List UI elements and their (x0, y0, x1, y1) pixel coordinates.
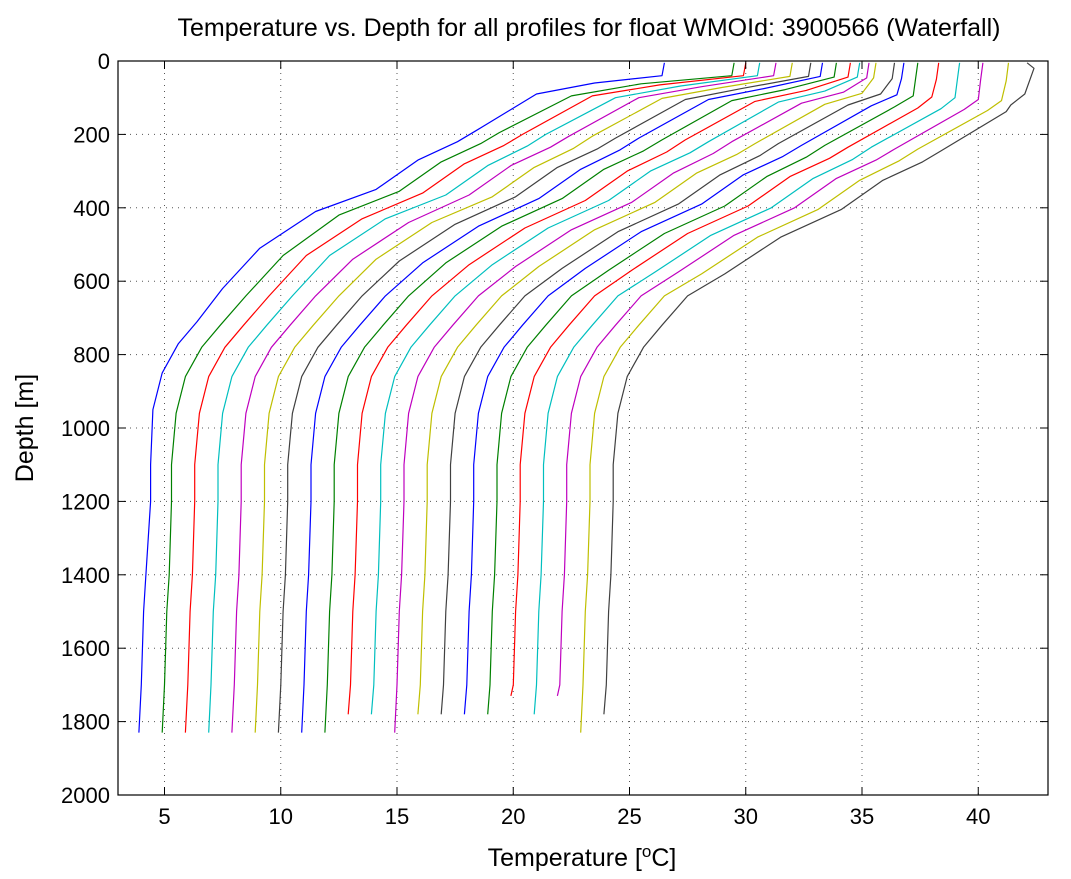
x-tick-label: 15 (385, 804, 409, 829)
x-tick-label: 40 (966, 804, 990, 829)
profile-line-21 (603, 62, 1035, 715)
profile-line-4 (208, 62, 761, 733)
profile-line-17 (510, 62, 940, 697)
profile-line-18 (533, 62, 961, 715)
profile-line-19 (556, 62, 984, 697)
plot-frame (117, 60, 1049, 796)
profile-line-12 (394, 62, 870, 733)
y-tick-label: 600 (73, 269, 110, 294)
y-tick-label: 400 (73, 196, 110, 221)
profile-line-10 (347, 62, 851, 715)
profile-line-16 (487, 62, 919, 715)
y-tick-label: 1200 (61, 489, 110, 514)
profile-line-8 (301, 62, 824, 733)
profile-line-14 (440, 62, 896, 715)
y-tick-label: 1400 (61, 563, 110, 588)
y-tick-label: 800 (73, 343, 110, 368)
profile-line-20 (580, 62, 1010, 733)
profile-line-1 (138, 62, 665, 733)
profile-lines (138, 62, 1035, 733)
profile-line-13 (417, 62, 877, 715)
profile-line-15 (463, 62, 905, 715)
y-tick-label: 1800 (61, 710, 110, 735)
axis-ticks: 5 10 15 20 25 30 35 400200400600800100012001400… (61, 49, 1048, 829)
profile-line-7 (277, 62, 812, 733)
y-tick-label: 2000 (61, 783, 110, 808)
x-tick-label: 25 (617, 804, 641, 829)
x-tick-label: 10 (269, 804, 293, 829)
chart-title: Temperature vs. Depth for all profiles f… (177, 14, 1000, 42)
x-tick-label: 5 (158, 804, 170, 829)
x-tick-label: 30 (734, 804, 758, 829)
x-axis-label: Temperature [oC] (488, 842, 677, 873)
x-axis-label-sup: o (642, 842, 651, 861)
x-tick-label: 20 (501, 804, 525, 829)
y-tick-label: 1600 (61, 636, 110, 661)
y-tick-label: 0 (98, 49, 110, 74)
y-tick-label: 200 (73, 122, 110, 147)
profile-line-9 (324, 62, 837, 733)
profile-line-2 (161, 62, 735, 733)
y-tick-label: 1000 (61, 416, 110, 441)
profile-line-3 (184, 62, 747, 733)
profile-line-6 (254, 62, 793, 733)
profile-line-5 (231, 62, 777, 733)
x-tick-label: 35 (850, 804, 874, 829)
profile-line-11 (370, 62, 861, 715)
grid-lines (118, 61, 1048, 795)
y-axis-label: Depth [m] (11, 374, 39, 482)
